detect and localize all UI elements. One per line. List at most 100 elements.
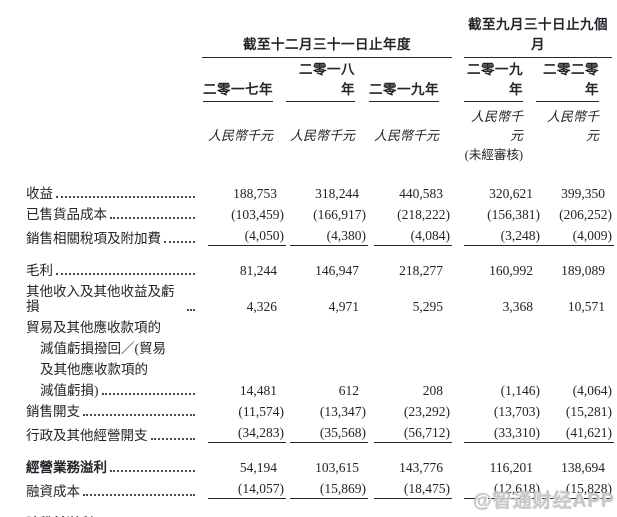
row-label: 銷售相關稅項及附加費: [26, 225, 202, 249]
watermark: @智通财经APP: [473, 491, 615, 512]
period-group-annual: 截至十二月三十一日止年度: [202, 13, 452, 58]
cell-value: 188,753: [233, 185, 277, 201]
row-label: 收益: [26, 183, 202, 204]
cell-value: 612: [338, 382, 359, 398]
table-row: 減值虧損撥回／(貿易: [26, 338, 612, 359]
cell-value: (13,347): [319, 403, 366, 419]
cell-value: 320,621: [489, 185, 533, 201]
cell-value: (41,621): [536, 422, 614, 446]
cell-value: 138,694: [561, 459, 605, 475]
unit-label: 人民幣千元: [546, 108, 599, 143]
cell-value: (3,248): [464, 225, 542, 249]
cell-value: (4,380): [286, 225, 368, 249]
year-col-2017: 二零一七年: [203, 78, 273, 102]
table-row: 融資成本 (14,057) (15,869) (18,475) (12,618) (15,…: [26, 478, 614, 502]
cell-value: 399,350: [561, 185, 605, 201]
dot-leader: [56, 272, 195, 275]
cell-value: (206,252): [559, 206, 612, 222]
row-label: 融資成本: [26, 478, 202, 502]
row-label: 及其他應收款項的: [40, 361, 148, 377]
dot-leader: [56, 195, 195, 198]
table-row: 貿易及其他應收款項的: [26, 317, 612, 338]
period-group-row: 截至十二月三十一日止年度 截至九月三十日止九個月: [26, 13, 612, 58]
cell-value: (56,712): [368, 422, 452, 446]
cell-value: 10,571: [567, 298, 605, 314]
cell-value: (4,064): [572, 382, 612, 398]
unit-label: 人民幣千元: [373, 127, 439, 143]
cell-value: 40,137: [202, 513, 286, 517]
cell-value: 103,615: [315, 459, 359, 475]
row-label: 其他收入及其他收益及虧損: [26, 281, 202, 317]
cell-value: 54,194: [239, 459, 277, 475]
cell-value: 146,947: [315, 262, 359, 278]
cell-value: 122,866: [536, 513, 612, 517]
cell-value: (4,050): [202, 225, 286, 249]
cell-value: (14,057): [202, 478, 286, 502]
year-col-2019-9m: 二零一九年: [464, 58, 523, 102]
cell-value: 14,481: [239, 382, 277, 398]
cell-value: 125,301: [368, 513, 452, 517]
row-label: 經營業務溢利: [26, 457, 202, 478]
unaudited-note-row: (未經審核): [26, 144, 612, 163]
year-col-2019: 二零一九年: [369, 78, 439, 102]
year-col-2018: 二零一八年: [286, 58, 355, 102]
unaudited-note: (未經審核): [464, 147, 523, 162]
cell-value: 87,746: [286, 513, 368, 517]
row-label: 減值虧損): [26, 380, 202, 401]
dot-leader: [150, 437, 195, 440]
cell-value: 160,992: [489, 262, 533, 278]
table-row: 銷售相關稅項及附加費 (4,050) (4,380) (4,084) (3,248) (4…: [26, 225, 614, 249]
cell-value: 318,244: [315, 185, 359, 201]
cell-value: (33,310): [464, 422, 542, 446]
cell-value: (218,222): [397, 206, 450, 222]
cell-value: 143,776: [399, 459, 443, 475]
cell-value: 5,295: [412, 298, 443, 314]
cell-value: 189,089: [561, 262, 605, 278]
year-col-2020-9m: 二零二零年: [536, 58, 599, 102]
cell-value: (18,475): [368, 478, 452, 502]
unit-label: 人民幣千元: [207, 127, 273, 143]
cell-value: (23,292): [403, 403, 450, 419]
unit-label: 人民幣千元: [470, 108, 523, 143]
dot-leader: [83, 493, 195, 496]
dot-leader: [83, 413, 195, 416]
cell-value: 4,971: [328, 298, 359, 314]
dot-leader: [110, 469, 195, 472]
table-row: 減值虧損) 14,481 612 208 (1,146) (4,064): [26, 380, 612, 401]
table-row: 已售貨品成本 (103,459) (166,917) (218,222) (156,38…: [26, 204, 612, 225]
row-label: 減值虧損撥回／(貿易: [40, 340, 166, 356]
table-row: 銷售開支 (11,574) (13,347) (23,292) (13,703) (15,…: [26, 401, 612, 422]
cell-value: (4,084): [368, 225, 452, 249]
unit-label: 人民幣千元: [289, 127, 355, 143]
cell-value: (12,618): [464, 478, 542, 502]
row-label: 毛利: [26, 260, 202, 281]
cell-value: 4,326: [246, 298, 277, 314]
table-row: 其他收入及其他收益及虧損 4,326 4,971 5,295 3,368 10,571: [26, 281, 612, 317]
period-group-nine-months: 截至九月三十日止九個月: [464, 13, 612, 58]
cell-value: 103,583: [464, 513, 536, 517]
cell-value: (156,381): [487, 206, 540, 222]
cell-value: (4,009): [536, 225, 614, 249]
cell-value: 218,277: [399, 262, 443, 278]
dot-leader: [187, 308, 195, 311]
cell-value: 208: [422, 382, 443, 398]
row-label: 除稅前溢利: [26, 513, 202, 517]
dot-leader: [164, 240, 195, 243]
cell-value: (15,281): [565, 403, 612, 419]
row-label: 貿易及其他應收款項的: [26, 319, 161, 335]
income-statement-table: 截至十二月三十一日止年度 截至九月三十日止九個月 二零一七年 二零一八年 二零一…: [26, 13, 614, 517]
cell-value: (34,283): [202, 422, 286, 446]
cell-value: (103,459): [231, 206, 284, 222]
cell-value: (1,146): [500, 382, 540, 398]
cell-value: 3,368: [502, 298, 533, 314]
cell-value: 440,583: [399, 185, 443, 201]
cell-value: (35,568): [286, 422, 368, 446]
cell-value: 81,244: [239, 262, 277, 278]
dot-leader: [101, 392, 195, 395]
cell-value: (15,869): [286, 478, 368, 502]
currency-unit-row: 人民幣千元 人民幣千元 人民幣千元 人民幣千元 人民幣千元: [26, 102, 612, 144]
row-label: 行政及其他經營開支: [26, 422, 202, 446]
table-row: 除稅前溢利40,13787,746125,301 103,583122,866: [26, 513, 612, 517]
table-row: 及其他應收款項的: [26, 359, 612, 380]
